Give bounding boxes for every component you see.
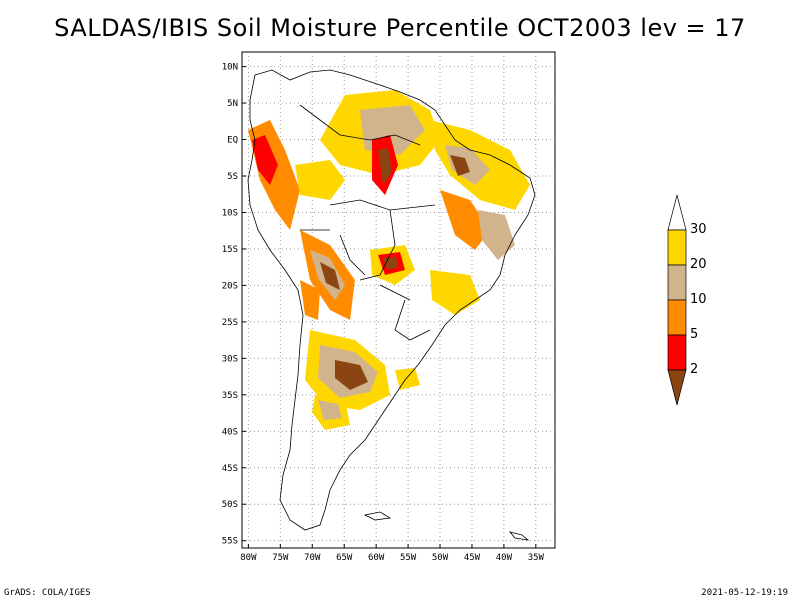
- x-tick-label: 70W: [304, 553, 321, 563]
- footer-credit: GrADS: COLA/IGES: [4, 588, 91, 598]
- continent-outline: [247, 69, 536, 541]
- y-tick-label: 20S: [222, 281, 238, 291]
- y-tick-label: 35S: [222, 391, 238, 401]
- x-tick-label: 80W: [240, 553, 257, 563]
- colorbar-arrow-top: [667, 194, 687, 231]
- y-tick-label: 40S: [222, 427, 238, 437]
- x-tick-label: 40W: [496, 553, 513, 563]
- y-tick-label: 50S: [222, 500, 238, 510]
- moisture-shading: [248, 90, 530, 430]
- colorbar-bin-20: [667, 264, 687, 301]
- y-tick-label: EQ: [227, 136, 238, 146]
- colorbar-label-20: 20: [690, 257, 707, 272]
- x-tick-label: 65W: [336, 553, 353, 563]
- y-tick-label: 45S: [222, 464, 238, 474]
- x-tick-label: 50W: [432, 553, 449, 563]
- x-tick-label: 60W: [368, 553, 385, 563]
- x-tick-label: 55W: [400, 553, 417, 563]
- y-tick-label: 5N: [227, 99, 238, 109]
- colorbar-label-5: 5: [690, 327, 699, 342]
- colorbar: [667, 194, 687, 406]
- y-tick-label: 30S: [222, 354, 238, 364]
- x-tick-label: 35W: [528, 553, 545, 563]
- footer-timestamp: 2021-05-12-19:19: [701, 588, 788, 598]
- y-tick-label: 5S: [227, 172, 238, 182]
- y-tick-label: 10N: [222, 63, 238, 73]
- colorbar-arrow-bottom: [667, 369, 687, 406]
- colorbar-bin-5: [667, 334, 687, 371]
- colorbar-label-30: 30: [690, 222, 707, 237]
- x-tick-label: 45W: [464, 553, 481, 563]
- y-tick-label: 25S: [222, 318, 238, 328]
- x-tick-labels: 80W 75W 70W 65W 60W 55W 50W 45W 40W 35W: [240, 544, 545, 563]
- y-tick-label: 10S: [222, 208, 238, 218]
- y-tick-labels: 10N 5N EQ 5S 10S 15S 20S 25S 30S 35S 40S 45S 50S 55S: [222, 63, 246, 547]
- colorbar-label-2: 2: [690, 362, 699, 377]
- x-tick-label: 75W: [272, 553, 289, 563]
- y-tick-label: 15S: [222, 245, 238, 255]
- colorbar-bin-30: [667, 229, 687, 266]
- map-title: SALDAS/IBIS Soil Moisture Percentile OCT…: [54, 14, 746, 42]
- colorbar-bin-10: [667, 299, 687, 336]
- y-tick-label: 55S: [222, 537, 238, 547]
- colorbar-label-10: 10: [690, 292, 707, 307]
- map-frame: [241, 51, 556, 549]
